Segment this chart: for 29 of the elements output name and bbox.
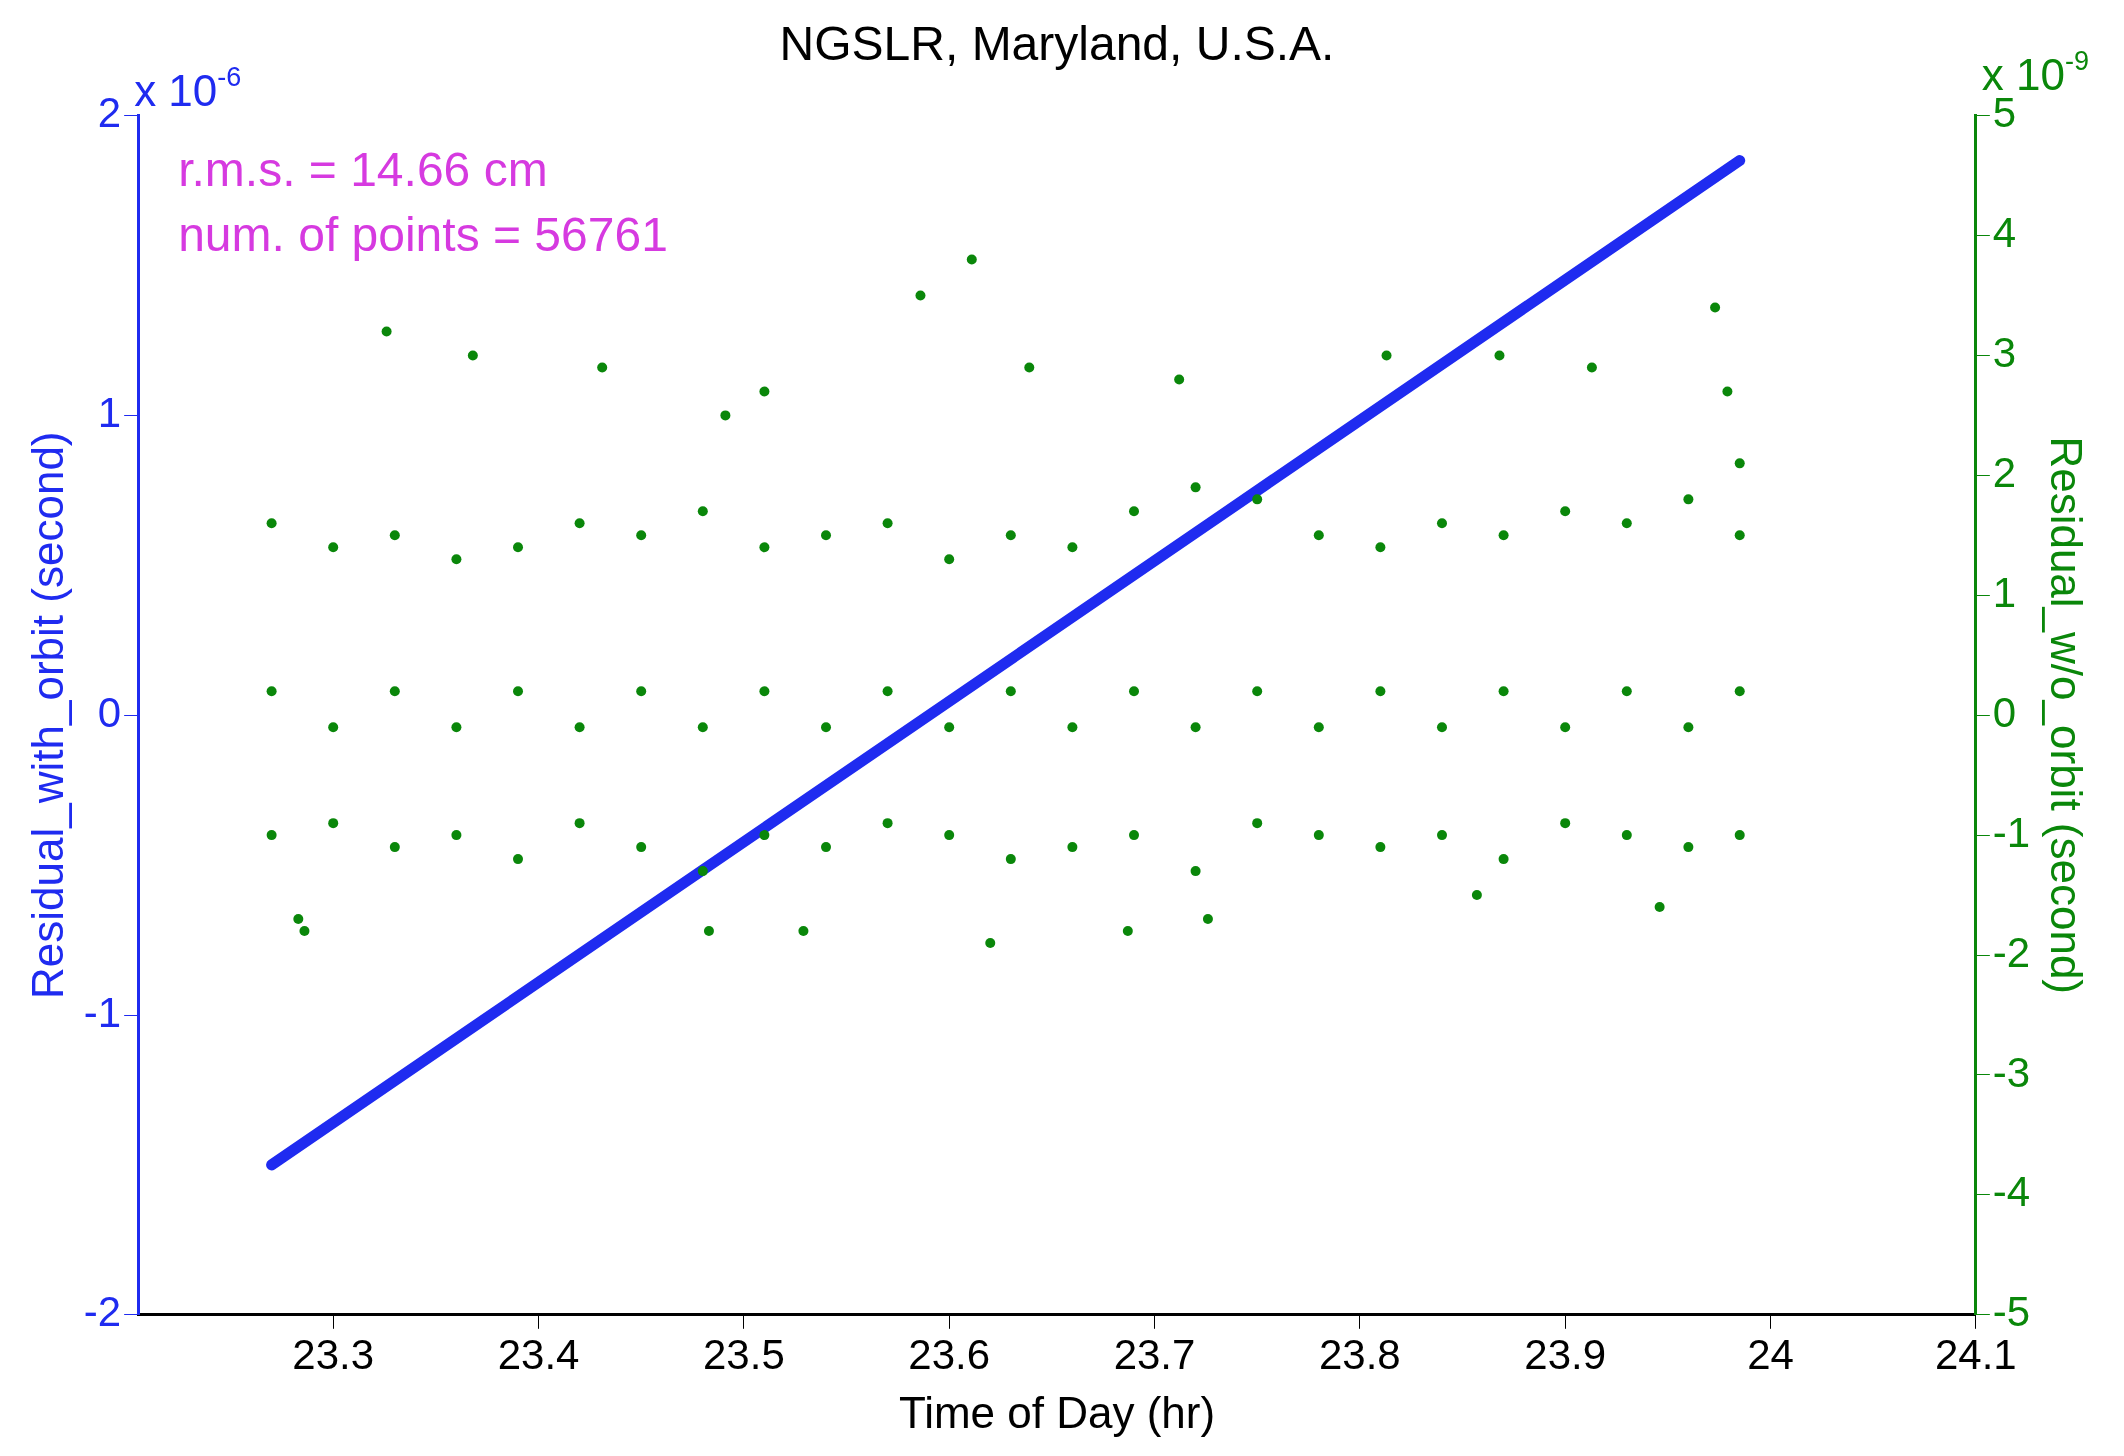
chart-title: NGSLR, Maryland, U.S.A. [779, 17, 1335, 71]
x-tick-label: 24 [1747, 1330, 1794, 1378]
x-tick-label: 23.6 [908, 1330, 991, 1378]
y2-tick-label: 1 [1992, 568, 2017, 616]
y-tick-label: -2 [83, 1288, 122, 1336]
y2-tick-label: 5 [1992, 89, 2017, 137]
annotation: r.m.s. = 14.66 cm [178, 142, 548, 196]
x-tick-label: 23.7 [1113, 1330, 1196, 1378]
y-axis-title: Residual_with_orbit (second) [22, 431, 72, 999]
y2-tick-label: -4 [1992, 1168, 2031, 1216]
y-tick-label: 2 [97, 89, 122, 137]
y-tick-label: 0 [97, 688, 122, 736]
x-axis-title: Time of Day (hr) [898, 1387, 1216, 1437]
y2-tick-label: 0 [1992, 688, 2017, 736]
y2-tick-label: 2 [1992, 448, 2017, 496]
y2-tick-label: -3 [1992, 1048, 2031, 1096]
x-tick-label: 23.3 [292, 1330, 375, 1378]
x-tick-label: 23.8 [1318, 1330, 1401, 1378]
x-tick-label: 23.5 [703, 1330, 785, 1378]
x-tick-label: 23.9 [1524, 1330, 1607, 1378]
y2-tick-label: -1 [1992, 808, 2031, 856]
y2-axis-title: Residual_w/o_orbit (second) [2042, 436, 2092, 995]
y2-tick-label: 3 [1992, 329, 2017, 377]
x-tick-label: 23.4 [497, 1330, 580, 1378]
y-tick-label: -1 [83, 988, 122, 1036]
y2-tick-label: -2 [1992, 928, 2031, 976]
y-tick-label: 1 [97, 388, 122, 436]
y2-tick-label: 4 [1992, 209, 2017, 257]
annotation: num. of points = 56761 [178, 207, 668, 261]
